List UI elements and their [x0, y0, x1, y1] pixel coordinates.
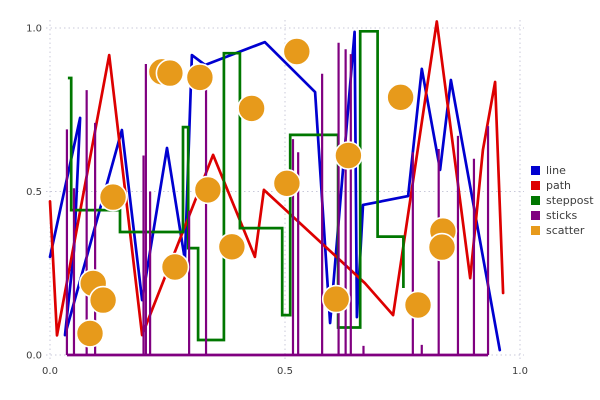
- tick-labels: 0.0 0.5 1.0 0.0 0.5 1.0: [26, 24, 528, 378]
- legend-item-path: path: [531, 178, 594, 193]
- scatter-point: [155, 58, 185, 88]
- y-tick-label-0: 0.0: [26, 351, 42, 362]
- legend-swatch-sticks: [531, 211, 540, 220]
- scatter-point: [185, 63, 215, 92]
- steppost-path: [67, 29, 405, 342]
- y-tick-label-2: 1.0: [26, 24, 42, 35]
- scatter-point: [272, 169, 302, 198]
- line-polyline: [48, 30, 502, 352]
- scatter-point: [386, 83, 415, 112]
- series-line: [48, 30, 502, 352]
- x-tick-label-2: 1.0: [512, 366, 528, 377]
- scatter-point: [98, 182, 128, 212]
- scatter-point: [75, 319, 105, 348]
- scatter-point: [427, 232, 457, 262]
- series-scatter: [75, 37, 458, 348]
- y-tick-label-1: 0.5: [26, 187, 42, 198]
- scatter-point: [160, 252, 190, 282]
- series-steppost: [67, 29, 405, 342]
- legend-swatch-steppost: [531, 196, 540, 205]
- scatter-point: [282, 37, 312, 66]
- legend-swatch-scatter: [531, 226, 540, 235]
- scatter-point: [217, 232, 247, 262]
- scatter-point: [193, 175, 223, 205]
- x-tick-label-0: 0.0: [42, 366, 58, 377]
- legend-item-sticks: sticks: [531, 208, 594, 223]
- legend-label-steppost: steppost: [546, 194, 594, 207]
- series-path: [48, 20, 505, 337]
- legend-label-sticks: sticks: [546, 209, 578, 222]
- legend-item-line: line: [531, 163, 594, 178]
- scatter-point: [334, 141, 363, 170]
- legend-swatch-path: [531, 181, 540, 190]
- legend-item-steppost: steppost: [531, 193, 594, 208]
- legend-label-path: path: [546, 179, 572, 192]
- scatter-point: [88, 285, 118, 315]
- series-sticks: [65, 42, 490, 357]
- scatter-point: [237, 94, 266, 123]
- path-polyline: [48, 20, 505, 337]
- legend-item-scatter: scatter: [531, 223, 594, 238]
- scatter-point: [403, 290, 433, 320]
- legend-label-scatter: scatter: [546, 224, 585, 237]
- legend-label-line: line: [546, 164, 566, 177]
- legend-swatch-line: [531, 166, 540, 175]
- scatter-point: [321, 284, 351, 314]
- x-tick-label-1: 0.5: [277, 366, 293, 377]
- legend: line path steppost sticks scatter: [531, 163, 594, 238]
